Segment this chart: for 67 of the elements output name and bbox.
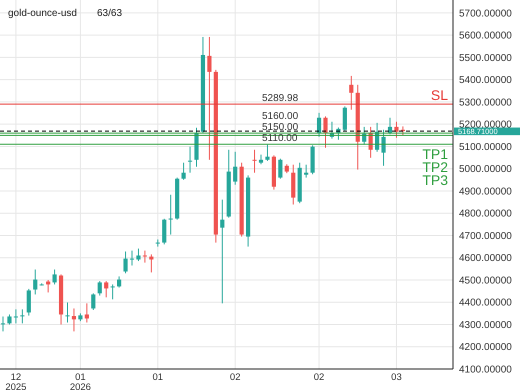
candlestick [252,149,257,174]
candlestick [117,276,122,288]
candlestick [168,194,173,236]
candlestick [233,151,238,186]
candlestick [52,269,57,285]
candlestick [182,162,186,180]
text: 63/63 [97,8,122,19]
y-tick-label: 5700.00000 [459,8,512,20]
candlestick [304,164,308,178]
candlestick [162,218,166,245]
candlestick [265,144,270,162]
candlestick [136,248,141,262]
x-tick-label: 01 2026 [70,372,91,390]
y-tick-label: 5600.00000 [459,30,512,42]
candlestick [91,292,96,311]
y-tick-label: 4500.00000 [459,275,512,286]
candlestick [149,254,154,273]
candlestick [342,106,347,132]
y-tick-label: 4300.00000 [459,320,512,331]
y-tick-label: 5000.00000 [459,164,512,176]
x-tick-label: 02 [314,372,324,383]
candlestick [394,121,399,138]
candlestick [316,112,322,138]
x-tick-label: 12 2025 [5,372,26,390]
y-tick-label: 5400.00000 [459,75,512,86]
candlestick [207,36,212,160]
annotation: 5150.00 [262,122,299,134]
candlestick [33,269,38,295]
y-tick-label: 4900.00000 [459,186,512,198]
candlestick [188,146,192,174]
y-tick-label: 5100.00000 [459,142,512,153]
candlestick [26,288,31,316]
annotation: 5160.00 [262,111,299,122]
x-tick-label: 01 [152,372,164,383]
candlestick [72,308,76,332]
x-tick-label: 02 [230,372,240,383]
candlestick [220,199,224,304]
candlestick [14,308,18,324]
ref-line-label: SL [430,87,448,104]
candlestick [84,302,89,323]
y-tick-label: 4100.00000 [459,364,512,376]
y-tick-label: 4400.00000 [459,298,512,309]
y-tick-label: 4800.00000 [459,208,512,220]
y-tick-label: 4700.00000 [459,230,512,242]
candlestick [123,250,128,274]
y-tick-label: 4600.00000 [459,253,512,264]
candlestick [323,116,328,148]
candlestick [0,316,6,332]
candlestick [362,126,366,146]
y-tick-label: 5500.00000 [459,52,512,64]
annotation: 5110.00 [262,133,298,144]
x-tick-label: 03 [391,372,402,383]
candlestick [142,250,147,264]
candlestick [46,279,50,293]
candlestick [110,284,115,300]
candlestick [130,250,134,266]
candlestick [278,158,282,180]
annotation: 5289.98 [262,93,299,104]
candlestick [7,314,12,325]
y-tick-label: 5300.00000 [459,97,512,108]
text: gold-ounce-usd [8,8,77,19]
candlestick [65,302,70,323]
candlestick [104,280,108,298]
candlestick [349,75,354,110]
candlestick [98,280,102,296]
y-tick-label: 4200.00000 [459,342,512,354]
candlestick [20,308,24,324]
